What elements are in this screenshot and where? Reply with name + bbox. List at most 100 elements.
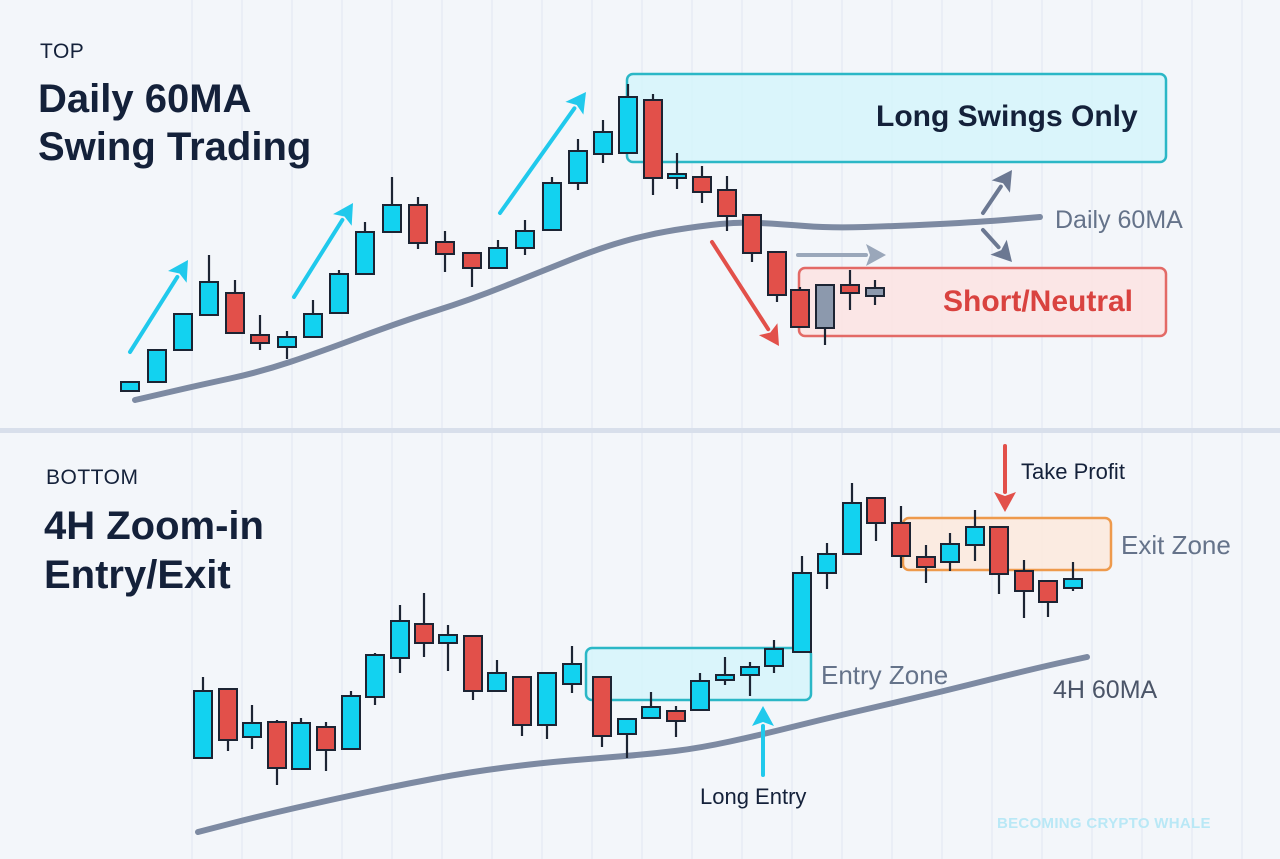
candle xyxy=(488,240,508,269)
candle xyxy=(193,677,213,759)
candle xyxy=(717,176,737,231)
moving-average-line xyxy=(132,214,1043,403)
candle xyxy=(792,556,812,653)
entry-zone-label: Entry Zone xyxy=(821,660,949,690)
bottom-section-label: BOTTOM xyxy=(46,466,139,489)
candle xyxy=(740,662,760,696)
candle xyxy=(355,222,375,275)
candle xyxy=(173,313,193,351)
candle xyxy=(390,605,410,673)
candle xyxy=(666,706,686,737)
candle xyxy=(815,284,835,345)
candle xyxy=(199,255,219,316)
candle xyxy=(463,635,483,700)
candle xyxy=(414,593,434,657)
candle xyxy=(940,533,960,571)
candle xyxy=(225,280,245,334)
take-profit-label: Take Profit xyxy=(1021,459,1125,484)
candle xyxy=(408,197,428,249)
top-section-label: TOP xyxy=(40,40,85,63)
candle xyxy=(1014,560,1034,618)
candle xyxy=(542,177,562,231)
candle xyxy=(742,214,762,262)
candle xyxy=(291,718,311,770)
candle xyxy=(690,673,710,711)
candle xyxy=(435,231,455,272)
exit-zone-label: Exit Zone xyxy=(1121,530,1231,560)
candle xyxy=(643,94,663,195)
top-zones xyxy=(625,72,1168,338)
candle xyxy=(537,672,557,739)
candle xyxy=(1038,580,1058,617)
candle xyxy=(617,718,637,758)
candle xyxy=(250,315,270,350)
candle xyxy=(667,153,687,189)
break-up-arrow-icon xyxy=(981,170,1012,215)
daily-60ma-label: Daily 60MA xyxy=(1055,206,1183,234)
4h-candles xyxy=(193,483,1083,785)
candle xyxy=(562,646,582,693)
candle xyxy=(817,543,837,589)
candle xyxy=(840,270,860,310)
candle xyxy=(618,84,638,154)
top-title-line2: Swing Trading xyxy=(38,125,312,169)
candle xyxy=(692,166,712,203)
candle xyxy=(592,676,612,747)
watermark: BECOMING CRYPTO WHALE xyxy=(997,815,1211,832)
long-entry-arrow-icon xyxy=(752,706,774,777)
candle xyxy=(267,720,287,785)
uptrend-arrow-2-icon xyxy=(292,203,353,299)
long-swings-label: Long Swings Only xyxy=(876,100,1138,133)
downtrend-arrow-icon xyxy=(710,240,779,346)
daily-candles xyxy=(120,84,885,392)
candle xyxy=(593,120,613,163)
candle xyxy=(767,251,787,302)
candle xyxy=(512,676,532,736)
candle xyxy=(568,139,588,190)
top-arrows xyxy=(128,92,1012,354)
candle xyxy=(865,280,885,305)
candle xyxy=(842,483,862,555)
candle xyxy=(790,287,810,328)
candle xyxy=(303,300,323,338)
candle xyxy=(277,331,297,359)
uptrend-arrow-3-icon xyxy=(498,92,586,215)
take-profit-arrow-icon xyxy=(994,444,1016,512)
moving-average-line xyxy=(195,654,1090,835)
candle xyxy=(515,220,535,255)
candle xyxy=(715,657,735,685)
4h-60ma-label: 4H 60MA xyxy=(1053,676,1158,704)
candle xyxy=(487,660,507,692)
candle xyxy=(147,349,167,383)
candle xyxy=(462,252,482,287)
candle xyxy=(120,381,140,392)
4h-60ma-line xyxy=(195,654,1090,835)
candle xyxy=(438,625,458,671)
candle xyxy=(316,722,336,771)
bottom-title-line1: 4H Zoom-in xyxy=(44,504,264,548)
candle xyxy=(641,692,661,719)
candle xyxy=(329,270,349,314)
candle xyxy=(218,688,238,751)
candle xyxy=(866,497,886,541)
candle xyxy=(764,640,784,673)
candle xyxy=(341,691,361,750)
section-divider xyxy=(0,428,1280,433)
candle xyxy=(916,545,936,583)
top-title-line1: Daily 60MA xyxy=(38,77,252,121)
candle xyxy=(242,705,262,749)
candle xyxy=(1063,562,1083,591)
break-down-arrow-icon xyxy=(981,228,1012,262)
uptrend-arrow-1-icon xyxy=(128,260,188,354)
candle xyxy=(989,526,1009,594)
bottom-title-line2: Entry/Exit xyxy=(44,553,231,597)
candle xyxy=(382,177,402,233)
candle xyxy=(891,506,911,568)
bottom-arrows xyxy=(752,444,1016,777)
long-entry-label: Long Entry xyxy=(700,784,807,809)
candle xyxy=(965,510,985,561)
candle xyxy=(365,653,385,705)
daily-60ma-line xyxy=(132,214,1043,403)
sideways-arrow-icon xyxy=(796,244,886,266)
